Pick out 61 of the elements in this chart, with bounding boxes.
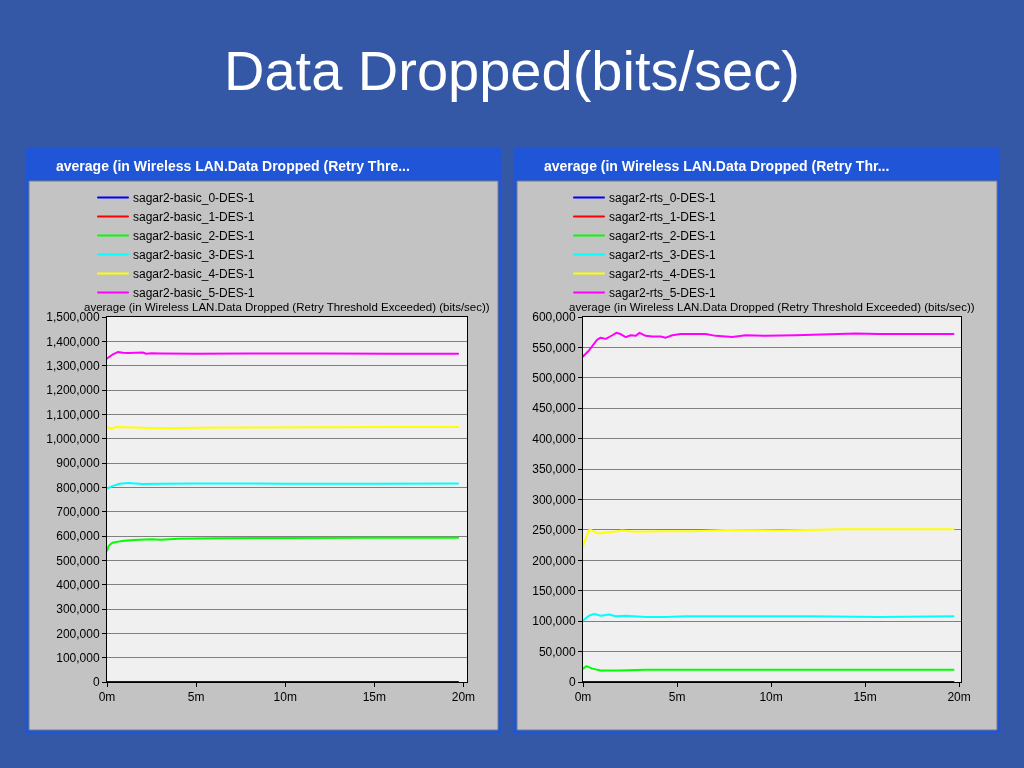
- legend-label: sagar2-basic_0-DES-1: [133, 191, 255, 206]
- x-tick-label: 15m: [853, 690, 877, 705]
- y-tick-label: 0: [92, 675, 100, 690]
- legend-label: sagar2-rts_5-DES-1: [609, 286, 717, 301]
- y-tick-label: 700,000: [56, 504, 100, 519]
- x-tick-label: 0m: [574, 690, 592, 705]
- y-tick-label: 1,100,000: [46, 407, 100, 422]
- legend-label: sagar2-rts_1-DES-1: [609, 210, 717, 225]
- x-tick-label: 20m: [947, 690, 971, 705]
- y-tick-label: 1,000,000: [46, 431, 100, 446]
- legend-label: sagar2-basic_1-DES-1: [133, 210, 255, 225]
- line-series: [583, 528, 955, 548]
- chart-title: average (in Wireless LAN.Data Dropped (Retry Thr...: [544, 158, 890, 174]
- legend-label: sagar2-basic_3-DES-1: [133, 248, 255, 263]
- y-tick-label: 100,000: [532, 614, 576, 629]
- x-tick-label: 5m: [668, 690, 686, 705]
- y-tick-label: 50,000: [538, 644, 576, 659]
- y-tick-label: 800,000: [56, 480, 100, 495]
- y-tick-label: 600,000: [532, 310, 576, 325]
- chart-subtitle: average (in Wireless LAN.Data Dropped (Retry Threshold Exceeded) (bits/sec)): [84, 301, 490, 313]
- y-tick-label: 1,200,000: [46, 383, 100, 398]
- y-tick-label: 250,000: [532, 523, 576, 538]
- y-tick-label: 500,000: [532, 371, 576, 386]
- chart-subtitle: average (in Wireless LAN.Data Dropped (Retry Threshold Exceeded) (bits/sec)): [569, 301, 975, 313]
- x-tick-label: 0m: [98, 690, 116, 705]
- legend-label: sagar2-rts_0-DES-1: [609, 191, 717, 206]
- y-tick-label: 1,300,000: [46, 358, 100, 373]
- y-tick-label: 200,000: [56, 626, 100, 641]
- y-tick-label: 100,000: [56, 650, 100, 665]
- x-tick-label: 5m: [187, 690, 205, 705]
- legend-label: sagar2-rts_3-DES-1: [609, 248, 717, 263]
- x-tick-label: 15m: [362, 690, 387, 705]
- y-tick-label: 0: [568, 675, 576, 690]
- legend-label: sagar2-rts_2-DES-1: [609, 229, 717, 244]
- y-tick-label: 450,000: [532, 401, 576, 416]
- x-tick-label: 20m: [451, 690, 476, 705]
- legend-label: sagar2-basic_2-DES-1: [133, 229, 255, 244]
- x-tick-label: 10m: [273, 690, 297, 705]
- y-tick-label: 150,000: [532, 583, 576, 598]
- y-tick-label: 900,000: [56, 456, 100, 471]
- line-series: [107, 536, 460, 552]
- y-tick-label: 350,000: [532, 462, 576, 477]
- legend-label: sagar2-rts_4-DES-1: [609, 267, 717, 282]
- y-tick-label: 550,000: [532, 340, 576, 355]
- y-tick-label: 500,000: [56, 553, 100, 568]
- y-tick-label: 1,400,000: [46, 334, 100, 349]
- y-tick-label: 400,000: [56, 577, 100, 592]
- chart-title: average (in Wireless LAN.Data Dropped (Retry Thre...: [56, 158, 410, 174]
- y-tick-label: 300,000: [56, 602, 100, 617]
- line-series: [107, 351, 460, 360]
- x-tick-label: 10m: [759, 690, 783, 705]
- y-tick-label: 600,000: [56, 529, 100, 544]
- line-series: [583, 331, 955, 358]
- legend-label: sagar2-basic_5-DES-1: [133, 286, 255, 301]
- text: Data Dropped(bits/sec): [224, 39, 800, 102]
- y-tick-label: 400,000: [532, 431, 576, 446]
- line-series: [583, 612, 955, 622]
- y-tick-label: 200,000: [532, 553, 576, 568]
- y-tick-label: 300,000: [532, 492, 576, 507]
- y-tick-label: 1,500,000: [46, 310, 100, 325]
- legend-label: sagar2-basic_4-DES-1: [133, 267, 255, 282]
